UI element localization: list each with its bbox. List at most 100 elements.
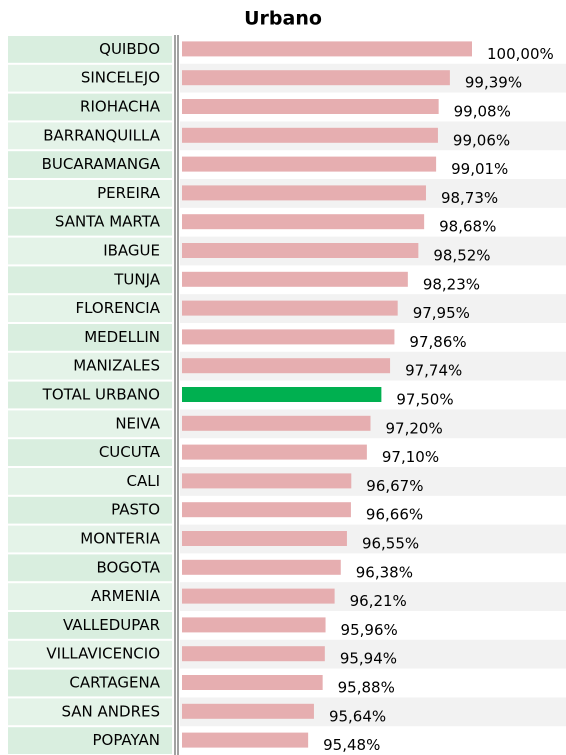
category-label: TOTAL URBANO: [42, 386, 160, 404]
category-label: SINCELEJO: [81, 69, 160, 87]
bar: [182, 502, 351, 518]
label-cell: [8, 727, 172, 754]
label-cell: [8, 324, 172, 351]
category-label: ARMENIA: [91, 587, 161, 605]
value-label: 96,55%: [362, 535, 419, 553]
bar: [182, 675, 323, 690]
category-label: RIOHACHA: [80, 98, 161, 116]
label-cell: [8, 612, 172, 639]
label-cell: [8, 525, 172, 553]
label-cell: [8, 151, 172, 178]
bar: [182, 415, 371, 431]
value-label: 96,66%: [366, 506, 423, 524]
bar: [182, 703, 314, 719]
category-label: SAN ANDRES: [61, 702, 160, 720]
category-label: MONTERIA: [80, 530, 160, 548]
label-cell: [8, 64, 172, 92]
value-label: 96,67%: [366, 477, 423, 495]
category-label: BUCARAMANGA: [42, 155, 161, 173]
value-label: 97,86%: [409, 333, 466, 351]
bar: [182, 185, 426, 201]
category-label: TUNJA: [113, 270, 161, 288]
bar: [182, 559, 341, 575]
label-cell: [8, 266, 172, 294]
value-label: 97,10%: [382, 448, 439, 466]
value-label: 99,39%: [465, 74, 522, 92]
value-label: 99,06%: [453, 131, 510, 149]
label-cell: [8, 698, 172, 726]
bar: [182, 271, 408, 287]
category-label: VALLEDUPAR: [63, 616, 160, 634]
bar: [182, 646, 325, 662]
label-cell: [8, 669, 172, 697]
value-label: 100,00%: [487, 45, 554, 63]
category-label: CUCUTA: [99, 443, 161, 461]
label-cell: [8, 583, 172, 610]
bar: [182, 156, 437, 172]
value-label: 97,50%: [396, 391, 453, 409]
category-label: QUIBDO: [99, 40, 160, 58]
category-label: PASTO: [111, 501, 160, 519]
bar: [182, 588, 335, 604]
value-label: 95,64%: [329, 707, 386, 725]
label-cell: [8, 554, 172, 582]
label-cell: [8, 439, 172, 466]
value-label: 95,88%: [338, 679, 395, 697]
value-label: 95,94%: [340, 650, 397, 668]
label-cell: [8, 352, 172, 380]
category-label: VILLAVICENCIO: [46, 645, 160, 663]
label-cell: [8, 180, 172, 207]
value-label: 97,95%: [413, 304, 470, 322]
label-cell: [8, 122, 172, 150]
value-label: 99,01%: [451, 160, 508, 178]
bar: [182, 732, 309, 748]
value-label: 96,21%: [350, 592, 407, 610]
category-label: PEREIRA: [97, 184, 161, 202]
category-label: FLORENCIA: [75, 299, 160, 317]
bar: [182, 127, 438, 143]
value-label: 95,96%: [341, 621, 398, 639]
label-cell: [8, 496, 172, 524]
label-cell: [8, 640, 172, 668]
bar: [182, 473, 352, 489]
bar: [182, 300, 398, 316]
value-label: 95,48%: [323, 736, 380, 754]
category-label: CALI: [126, 472, 160, 490]
bar: [182, 214, 425, 230]
category-label: MANIZALES: [73, 357, 160, 375]
label-cell: [8, 208, 172, 236]
value-label: 98,73%: [441, 189, 498, 207]
bar: [182, 444, 367, 460]
bar: [182, 358, 391, 374]
label-cell: [8, 410, 172, 438]
category-label: MEDELLIN: [84, 328, 160, 346]
bar: [182, 531, 347, 546]
value-label: 98,52%: [433, 247, 490, 265]
bar: [182, 387, 382, 402]
category-label: IBAGUE: [103, 242, 160, 260]
value-label: 98,23%: [423, 275, 480, 293]
label-cell: [8, 93, 172, 121]
bar: [182, 99, 439, 114]
chart-title: Urbano: [244, 8, 322, 30]
value-label: 99,08%: [454, 103, 511, 121]
label-cell: [8, 237, 172, 265]
category-label: POPAYAN: [92, 731, 160, 749]
bar: [182, 243, 419, 258]
bar: [182, 329, 395, 345]
label-cell: [8, 381, 172, 409]
label-cell: [8, 468, 172, 495]
value-label: 98,68%: [439, 218, 496, 236]
bar: [182, 70, 450, 86]
bar: [182, 41, 472, 57]
category-label: CARTAGENA: [69, 674, 160, 692]
value-label: 97,74%: [405, 362, 462, 380]
value-label: 96,38%: [356, 563, 413, 581]
label-cell: [8, 295, 172, 322]
bar: [182, 617, 326, 633]
category-label: SANTA MARTA: [55, 213, 161, 231]
category-label: NEIVA: [115, 414, 160, 432]
label-cell: [8, 36, 172, 63]
category-label: BOGOTA: [96, 558, 160, 576]
